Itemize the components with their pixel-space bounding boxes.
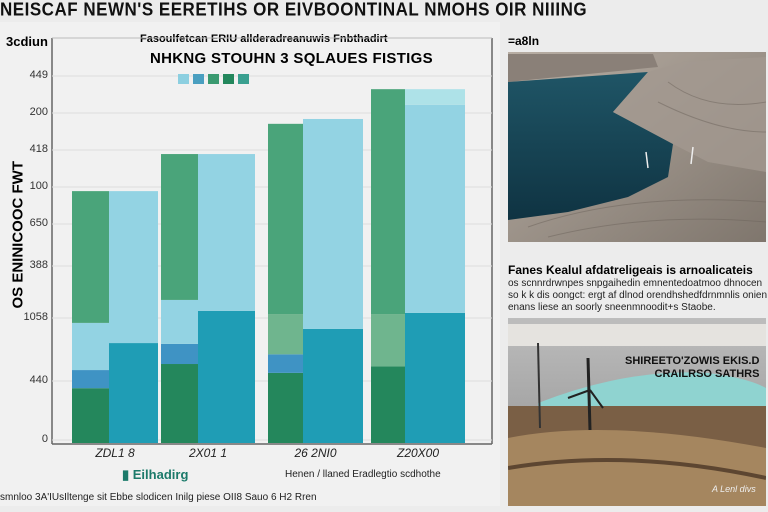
bar-segment-light-blue — [405, 104, 465, 313]
y-tick-label: 200 — [29, 106, 48, 118]
caption-line: os scnnrdrwnpes snpgaihedin emnentedoatm… — [508, 278, 763, 289]
caption-line: so k k dis oongct: ergt af dlnod orendhs… — [508, 290, 768, 301]
bar-segment-green — [72, 191, 109, 323]
y-tick-label: 100 — [29, 180, 48, 192]
image2-overlay-text: SHIREETO'ZOWIS EKIS.D CRAILRSO SATHRS — [625, 355, 759, 381]
bar-segment-light-blue — [303, 118, 363, 329]
mine-lake-image — [508, 52, 766, 242]
bar-segment-green — [371, 89, 405, 315]
bar-segment-green — [268, 123, 303, 315]
chart-title: NHKNG STOUHN 3 SQLAUES FISTIGS — [150, 50, 433, 67]
y-tick-label: 388 — [29, 259, 48, 271]
caption-title: Fanes Kealul afdatreligeais is arnoalica… — [508, 263, 753, 277]
legend-left-text: Eilhadirg — [132, 467, 189, 482]
bar-segment-pale — [405, 89, 465, 105]
legend-swatch — [223, 74, 234, 84]
page-title: NEISCAF NEWN'S EERETIHS OR EIVBOONTINAL … — [0, 0, 588, 20]
x-tick-label: Z20X00 — [396, 446, 440, 460]
bar-segment-light-blue — [109, 191, 158, 344]
y-axis-unit: 3cdiun — [6, 34, 48, 49]
bar-segment-light-blue — [72, 322, 109, 371]
bar-segment-teal — [198, 310, 255, 443]
legend-left-label: ▮ Eilhadirg — [122, 467, 189, 482]
x-tick-label: 2X01 1 — [188, 446, 228, 460]
legend-swatch — [193, 74, 204, 84]
bar-segment-light-green — [268, 314, 303, 355]
footnote: smnloo 3A'IUsIltenge sit Ebbe slodicen I… — [0, 492, 317, 503]
bar-segment-teal — [303, 328, 363, 443]
bar-segment-dark-green — [268, 372, 303, 443]
bar-segment-blue — [72, 370, 109, 389]
image1-label: =a8ln — [508, 34, 540, 48]
y-tick-label: 418 — [29, 143, 48, 155]
y-tick-label: 0 — [41, 433, 48, 445]
x-tick-label: 26 2NI0 — [294, 446, 337, 460]
y-tick-label: 440 — [29, 374, 48, 386]
bar-segment-blue — [268, 354, 303, 373]
bar-segment-light-blue — [161, 299, 198, 344]
y-tick-label: 1058 — [23, 311, 48, 323]
caption-line: enans liese an soorly sneenmnoodit+s Sta… — [508, 302, 716, 313]
legend-swatch — [178, 74, 189, 84]
legend-swatch — [238, 74, 249, 84]
wind-farm-image — [508, 318, 766, 506]
bar-segment-light-green — [371, 314, 405, 367]
x-tick-label: ZDL1 8 — [95, 446, 135, 460]
overlay-line: SHIREETO'ZOWIS EKIS.D — [625, 355, 760, 367]
overlay-line: CRAILRSO SATHRS — [654, 368, 760, 380]
chart-subtitle: Fasoulfetcan ERIU allderadreanuwis Fnbth… — [140, 33, 388, 45]
bar-segment-dark-green — [161, 364, 198, 443]
bar-chart — [51, 37, 493, 445]
bar-segment-light-blue — [198, 154, 255, 311]
image-credit: A Lenl divs — [712, 484, 756, 494]
bar-segment-blue — [161, 343, 198, 365]
y-tick-label: 650 — [29, 217, 48, 229]
bar-segment-teal — [405, 312, 465, 443]
legend-swatch — [208, 74, 219, 84]
bar-segment-teal — [109, 343, 158, 443]
bar-segment-dark-green — [371, 366, 405, 443]
legend-right-label: Henen / llaned Eradlegtio scdhothe — [285, 469, 441, 480]
bar-segment-green — [161, 154, 198, 300]
y-tick-label: 449 — [29, 69, 48, 81]
bar-segment-dark-green — [72, 388, 109, 443]
